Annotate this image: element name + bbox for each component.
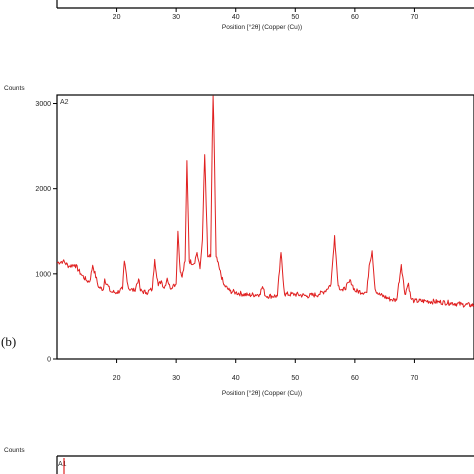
b-y-tick-label: 2000 (35, 186, 51, 193)
top-panel-x-ticks: 20 30 40 50 60 70 (113, 8, 419, 21)
b-x-tick-label: 60 (351, 375, 359, 382)
bottom-panel-y-axis-title: Counts (4, 447, 25, 454)
b-y-tick-label: 0 (47, 357, 51, 364)
panel-b-tag: A2 (60, 99, 69, 106)
top-panel: 20 30 40 50 60 70 Position [°2θ] (Copper (Cu)… (56, 0, 474, 31)
panel-b-y-axis-title: Counts (4, 85, 25, 92)
panel-b: Counts A2 0 1000 2000 3000 20 30 40 50 60 70 Pos… (1, 85, 474, 397)
panel-b-x-axis-title: Position [°2θ] (Copper (Cu)) (222, 389, 302, 397)
bottom-panel-tag: A1 (58, 461, 67, 468)
top-panel-x-axis-title: Position [°2θ] (Copper (Cu)) (222, 23, 302, 31)
panel-b-x-ticks: 20 30 40 50 60 70 (113, 359, 419, 382)
b-x-tick-label: 30 (172, 375, 180, 382)
bottom-panel: Counts A1 (4, 447, 474, 474)
panel-b-y-ticks: 0 1000 2000 3000 (35, 101, 57, 364)
top-x-tick-label: 20 (113, 14, 121, 21)
b-x-tick-label: 40 (232, 375, 240, 382)
top-x-tick-label: 50 (291, 14, 299, 21)
top-x-tick-label: 70 (411, 14, 419, 21)
b-y-tick-label: 1000 (35, 271, 51, 278)
b-x-tick-label: 70 (411, 375, 419, 382)
b-x-tick-label: 50 (291, 375, 299, 382)
panel-b-plot-frame (56, 94, 474, 360)
sub-figure-label-b: (b) (1, 334, 16, 349)
top-x-tick-label: 30 (172, 14, 180, 21)
panel-b-series-line (56, 95, 474, 308)
b-y-tick-label: 3000 (35, 101, 51, 108)
top-x-tick-label: 40 (232, 14, 240, 21)
top-x-tick-label: 60 (351, 14, 359, 21)
b-x-tick-label: 20 (113, 375, 121, 382)
